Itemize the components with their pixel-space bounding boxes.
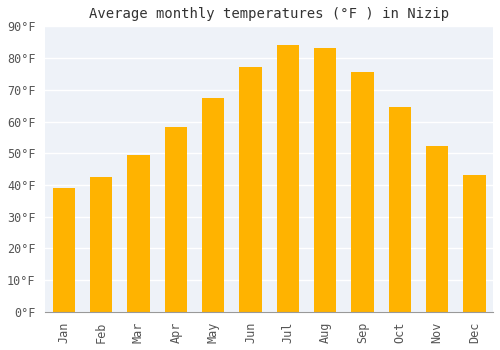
Bar (52, 188, 75, 312)
Bar (388, 107, 411, 312)
Bar (128, 155, 150, 312)
Bar (202, 98, 224, 312)
Bar (463, 175, 485, 312)
Bar (164, 127, 187, 312)
Bar (351, 72, 374, 312)
Bar (426, 146, 448, 312)
Bar (314, 48, 336, 312)
Bar (240, 67, 262, 312)
Bar (90, 177, 112, 312)
Title: Average monthly temperatures (°F ) in Nizip: Average monthly temperatures (°F ) in Ni… (89, 7, 449, 21)
Bar (276, 45, 299, 312)
